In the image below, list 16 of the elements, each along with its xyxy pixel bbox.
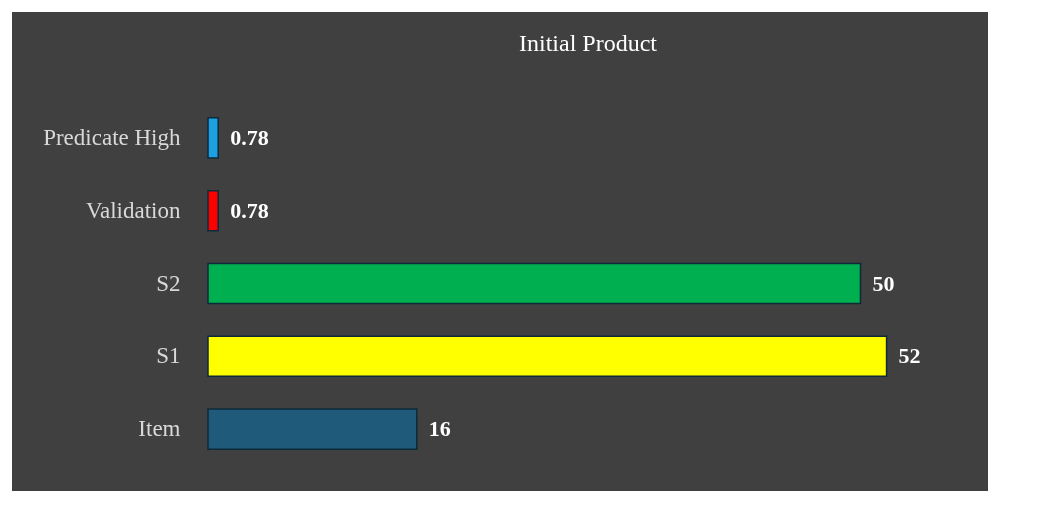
- data-label: 50: [872, 270, 895, 296]
- bar: [207, 408, 418, 450]
- bar: [207, 262, 862, 305]
- data-label: 0.78: [230, 124, 269, 150]
- y-tick-label: Predicate High: [43, 124, 181, 150]
- y-tick-label: Item: [138, 416, 181, 442]
- data-label: 16: [428, 416, 451, 442]
- bar: [207, 335, 888, 378]
- y-tick-label: S2: [156, 270, 181, 296]
- data-label: 0.78: [230, 197, 269, 223]
- data-label: 52: [898, 343, 921, 369]
- y-tick-label: Validation: [85, 197, 181, 223]
- y-tick-label: S1: [156, 343, 181, 369]
- bar: [207, 189, 219, 232]
- chart-title: Initial Product: [519, 30, 658, 56]
- bar: [207, 117, 219, 159]
